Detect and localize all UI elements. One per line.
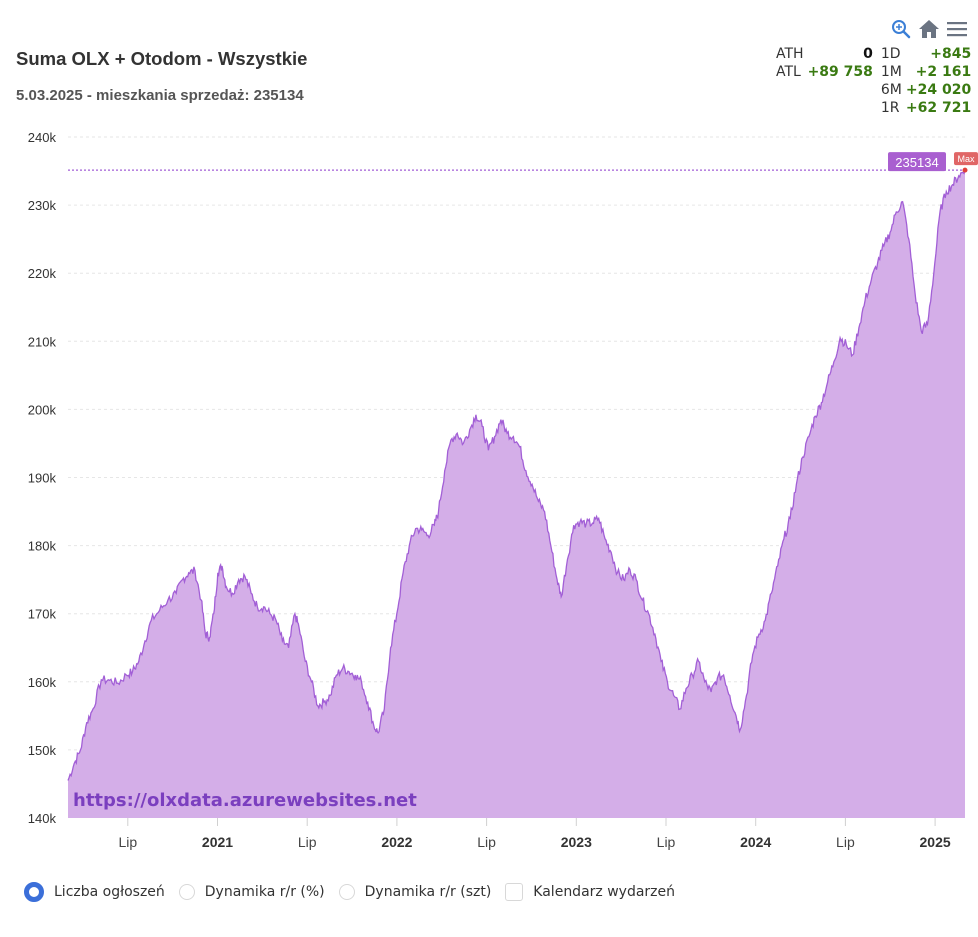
checkbox-icon[interactable]	[505, 883, 524, 901]
y-tick-label: 150k	[28, 743, 57, 758]
radio-icon[interactable]	[178, 884, 195, 900]
max-point	[962, 167, 968, 173]
option-liczba-ogloszen[interactable]: Liczba ogłoszeń	[24, 882, 165, 902]
x-tick-label: 2025	[920, 834, 951, 850]
last-value-label: 235134	[888, 152, 946, 172]
max-badge-bg	[954, 152, 978, 166]
y-tick-label: 220k	[28, 266, 57, 281]
option-label: Kalendarz wydarzeń	[533, 884, 675, 900]
chart-plot[interactable]: 140k 150k 160k 170k 180k 190k 200k 210k 220k 230k…	[0, 0, 978, 870]
x-tick-label: Lip	[118, 834, 137, 850]
option-label: Dynamika r/r (%)	[204, 884, 325, 900]
series-line	[67, 170, 966, 781]
stats-row: ATH 0 1D +845	[776, 45, 971, 63]
radio-icon[interactable]	[338, 884, 355, 900]
stat-value-ath: 0	[863, 46, 873, 62]
x-tick-label: Lip	[477, 834, 496, 850]
stats-row: 6M +24 020	[776, 81, 971, 99]
stat-value-atl: +89 758	[807, 64, 873, 80]
option-dynamika-procent[interactable]: Dynamika r/r (%)	[178, 884, 325, 900]
last-value-label-bg	[888, 152, 946, 172]
watermark: https://olxdata.azurewebsites.net	[73, 790, 417, 811]
stat-label-1m: 1M	[880, 64, 902, 80]
y-tick-label: 140k	[28, 811, 57, 826]
option-dynamika-szt[interactable]: Dynamika r/r (szt)	[338, 884, 492, 900]
legend: Liczba ogłoszeń Dynamika r/r (%) Dynamik…	[24, 882, 689, 902]
stat-value-1m: +2 161	[915, 64, 972, 80]
stat-label-6m: 6M	[880, 82, 902, 98]
stat-value-1r: +62 721	[905, 100, 972, 116]
home-icon	[919, 20, 939, 38]
y-tick-label: 230k	[28, 198, 57, 213]
zoom-in-button[interactable]	[890, 18, 912, 40]
stat-value-1d: +845	[930, 46, 972, 62]
stats-panel: ATH 0 1D +845 ATL +89 758 1M +2 161 6M +…	[776, 45, 971, 117]
home-button[interactable]	[918, 18, 940, 40]
chart-toolbar	[890, 18, 968, 40]
option-label: Dynamika r/r (szt)	[364, 884, 492, 900]
stats-row: ATL +89 758 1M +2 161	[776, 63, 971, 81]
option-label: Liczba ogłoszeń	[54, 884, 165, 900]
zoom-in-icon	[892, 20, 911, 39]
stat-value-6m: +24 020	[905, 82, 972, 98]
option-kalendarz[interactable]: Kalendarz wydarzeń	[505, 883, 675, 901]
y-tick-label: 210k	[28, 334, 57, 349]
stat-label-1r: 1R	[880, 100, 900, 116]
x-tick-label: 2021	[202, 834, 233, 850]
max-badge: Max	[954, 152, 978, 166]
x-axis: Lip 2021 Lip 2022 Lip 2023 Lip 2024 Lip 2025	[118, 818, 951, 850]
x-tick-label: Lip	[836, 834, 855, 850]
x-tick-label: Lip	[657, 834, 676, 850]
max-badge-text: Max	[957, 154, 975, 164]
y-tick-label: 170k	[28, 607, 57, 622]
stats-row: 1R +62 721	[776, 99, 971, 117]
chart-subtitle: 5.03.2025 - mieszkania sprzedaż: 235134	[16, 87, 304, 104]
radio-checked-icon[interactable]	[24, 882, 44, 902]
y-tick-label: 160k	[28, 675, 57, 690]
stat-label-atl: ATL	[776, 64, 801, 80]
stat-label-ath: ATH	[776, 46, 804, 62]
x-tick-label: 2023	[561, 834, 592, 850]
menu-icon	[947, 22, 967, 37]
x-tick-label: 2022	[381, 834, 412, 850]
chart-title: Suma OLX + Otodom - Wszystkie	[16, 48, 308, 69]
y-tick-label: 200k	[28, 402, 57, 417]
x-tick-label: 2024	[740, 834, 771, 850]
y-tick-label: 240k	[28, 130, 57, 145]
last-value-label-text: 235134	[895, 155, 938, 170]
x-tick-label: Lip	[298, 834, 317, 850]
stat-label-1d: 1D	[880, 46, 901, 62]
y-tick-label: 180k	[28, 539, 57, 554]
menu-button[interactable]	[946, 18, 968, 40]
series-area	[68, 170, 965, 818]
y-tick-label: 190k	[28, 471, 57, 486]
y-axis: 140k 150k 160k 170k 180k 190k 200k 210k 220k 230k…	[28, 130, 57, 826]
